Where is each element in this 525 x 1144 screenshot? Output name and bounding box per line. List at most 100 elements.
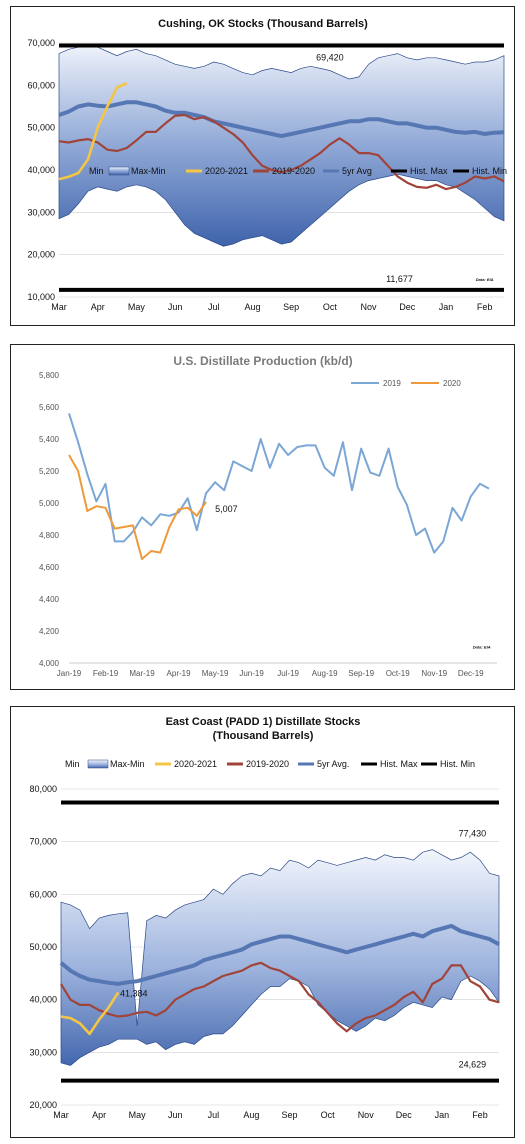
y-tick-label: 50,000 bbox=[29, 942, 57, 952]
legend-label: Hist. Min bbox=[440, 759, 475, 769]
legend-label: Max-Min bbox=[131, 166, 166, 176]
legend-label: 2019 bbox=[383, 379, 401, 388]
y-tick-label: 30,000 bbox=[27, 207, 55, 217]
x-tick-label: Sep bbox=[282, 1110, 298, 1120]
y-tick-label: 60,000 bbox=[27, 80, 55, 90]
max-min-band bbox=[58, 44, 505, 247]
source-note: Data: EIA bbox=[473, 645, 491, 650]
cushing-stocks-chart: Cushing, OK Stocks (Thousand Barrels) 10… bbox=[10, 6, 515, 326]
east-coast-stocks-chart: East Coast (PADD 1) Distillate Stocks (T… bbox=[10, 706, 515, 1138]
y-tick-label: 4,000 bbox=[39, 659, 60, 668]
legend-label: 2020-2021 bbox=[205, 166, 248, 176]
y-tick-label: 5,400 bbox=[39, 435, 60, 444]
hist-max-label: 69,420 bbox=[316, 52, 344, 62]
x-tick-label: Jul bbox=[208, 1110, 220, 1120]
x-tick-label: May bbox=[129, 1110, 147, 1120]
legend-swatch-max-min bbox=[87, 759, 109, 769]
y-tick-label: 4,600 bbox=[39, 563, 60, 572]
y-tick-label: 5,200 bbox=[39, 467, 60, 476]
current-value-label: 41,384 bbox=[120, 988, 148, 998]
legend-label: Hist. Max bbox=[380, 759, 418, 769]
x-tick-label: Feb bbox=[477, 302, 493, 312]
x-tick-label: Nov-19 bbox=[421, 669, 447, 678]
y-tick-label: 50,000 bbox=[27, 123, 55, 133]
distillate-production-chart: U.S. Distillate Production (kb/d) 4,000 4… bbox=[10, 344, 515, 690]
legend-label: Max-Min bbox=[110, 759, 145, 769]
x-tick-label: Sep-19 bbox=[348, 669, 374, 678]
legend-label: Min bbox=[65, 759, 80, 769]
y-tick-label: 20,000 bbox=[27, 250, 55, 260]
legend-label: 2019-2020 bbox=[272, 166, 315, 176]
hist-min-label: 11,677 bbox=[386, 274, 413, 284]
series-2019-2020-line bbox=[60, 961, 500, 1033]
y-tick-label: 70,000 bbox=[27, 38, 55, 48]
y-tick-label: 4,400 bbox=[39, 595, 60, 604]
x-tick-label: Apr-19 bbox=[167, 669, 192, 678]
y-tick-label: 40,000 bbox=[29, 995, 57, 1005]
cushing-stocks-svg: Cushing, OK Stocks (Thousand Barrels) 10… bbox=[27, 18, 507, 312]
x-tick-label: Apr bbox=[92, 1110, 106, 1120]
legend-label: Hist. Max bbox=[410, 166, 448, 176]
x-tick-label: Jun bbox=[168, 302, 183, 312]
y-tick-label: 30,000 bbox=[29, 1047, 57, 1057]
y-tick-label: 5,000 bbox=[39, 499, 60, 508]
x-tick-label: May bbox=[128, 302, 146, 312]
x-tick-label: Mar-19 bbox=[129, 669, 155, 678]
source-note: Data: EIA bbox=[476, 277, 494, 282]
legend-label: 5yr Avg. bbox=[317, 759, 349, 769]
legend-label: 2020-2021 bbox=[174, 759, 217, 769]
x-tick-label: Aug bbox=[243, 1110, 259, 1120]
y-tick-label: 4,200 bbox=[39, 627, 60, 636]
x-tick-label: Dec-19 bbox=[458, 669, 484, 678]
x-tick-label: Oct bbox=[323, 302, 338, 312]
x-tick-label: Feb-19 bbox=[93, 669, 119, 678]
series-2020-line bbox=[68, 454, 207, 560]
x-tick-label: Aug-19 bbox=[312, 669, 338, 678]
y-tick-label: 20,000 bbox=[29, 1100, 57, 1110]
legend-label: 5yr Avg bbox=[342, 166, 372, 176]
x-tick-label: Jan bbox=[435, 1110, 450, 1120]
east-coast-stocks-svg: East Coast (PADD 1) Distillate Stocks (T… bbox=[29, 716, 500, 1120]
x-tick-label: Jan-19 bbox=[57, 669, 82, 678]
y-tick-label: 4,800 bbox=[39, 531, 60, 540]
y-tick-label: 5,600 bbox=[39, 403, 60, 412]
series-2020-2021-line bbox=[58, 82, 128, 181]
x-tick-label: Feb bbox=[472, 1110, 488, 1120]
y-tick-label: 80,000 bbox=[29, 784, 57, 794]
series-2019-2020-line bbox=[58, 113, 505, 191]
legend-label: Min bbox=[89, 166, 104, 176]
hist-min-label: 24,629 bbox=[459, 1060, 487, 1070]
y-tick-label: 40,000 bbox=[27, 165, 55, 175]
y-tick-label: 70,000 bbox=[29, 837, 57, 847]
legend-label: 2019-2020 bbox=[246, 759, 289, 769]
x-tick-label: Jan bbox=[439, 302, 454, 312]
x-tick-label: Nov bbox=[358, 1110, 375, 1120]
y-tick-label: 10,000 bbox=[27, 292, 55, 302]
chart-title: U.S. Distillate Production (kb/d) bbox=[173, 354, 352, 368]
x-tick-label: Apr bbox=[91, 302, 105, 312]
series-5yr-avg-line bbox=[58, 100, 505, 139]
chart-title: East Coast (PADD 1) Distillate Stocks bbox=[166, 716, 361, 728]
x-tick-label: Sep bbox=[283, 302, 299, 312]
x-tick-label: Oct-19 bbox=[386, 669, 411, 678]
x-tick-label: Jul-19 bbox=[277, 669, 299, 678]
x-tick-label: Dec bbox=[396, 1110, 413, 1120]
series-5yr-avg-line bbox=[59, 923, 500, 986]
y-tick-label: 60,000 bbox=[29, 889, 57, 899]
x-tick-label: Mar bbox=[51, 302, 67, 312]
hist-max-label: 77,430 bbox=[459, 829, 487, 839]
x-tick-label: Mar bbox=[53, 1110, 69, 1120]
chart-subtitle: (Thousand Barrels) bbox=[213, 730, 314, 742]
legend-label: 2020 bbox=[443, 379, 461, 388]
distillate-production-svg: U.S. Distillate Production (kb/d) 4,000 4… bbox=[39, 354, 497, 678]
x-tick-label: Jul bbox=[208, 302, 220, 312]
max-min-band bbox=[60, 849, 500, 1066]
x-tick-label: May-19 bbox=[202, 669, 229, 678]
chart-title: Cushing, OK Stocks (Thousand Barrels) bbox=[158, 18, 368, 30]
x-tick-label: Jun-19 bbox=[239, 669, 264, 678]
legend-label: Hist. Min bbox=[472, 166, 507, 176]
legend-swatch-max-min bbox=[108, 166, 130, 176]
x-tick-label: Jun bbox=[168, 1110, 183, 1120]
series-2019-line bbox=[68, 413, 490, 554]
x-tick-label: Nov bbox=[361, 302, 378, 312]
